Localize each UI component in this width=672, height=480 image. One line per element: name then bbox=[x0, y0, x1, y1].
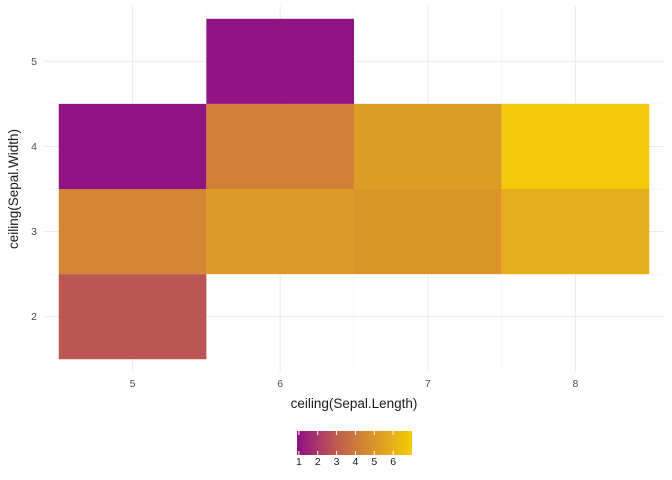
heatmap-cell bbox=[58, 189, 207, 275]
heatmap-cells bbox=[58, 18, 650, 360]
x-tick-label: 7 bbox=[425, 378, 431, 390]
legend-label: 5 bbox=[371, 456, 377, 468]
x-tick-label: 5 bbox=[130, 378, 136, 390]
heatmap-cell bbox=[206, 103, 354, 189]
heatmap-cell bbox=[206, 189, 354, 275]
legend-label: 1 bbox=[296, 456, 302, 468]
legend-label: 6 bbox=[390, 456, 396, 468]
x-tick-label: 8 bbox=[573, 378, 579, 390]
y-tick-label: 2 bbox=[31, 311, 37, 323]
legend-label: 3 bbox=[334, 456, 340, 468]
y-tick-label: 3 bbox=[31, 226, 37, 238]
heatmap-cell bbox=[501, 189, 650, 275]
y-tick-label: 4 bbox=[31, 141, 37, 153]
heatmap-cell bbox=[354, 103, 502, 189]
heatmap-cell bbox=[58, 274, 207, 360]
y-axis-ticks: 2 3 4 5 bbox=[31, 56, 37, 323]
legend-label: 4 bbox=[353, 456, 359, 468]
heatmap-cell bbox=[501, 103, 650, 189]
y-axis-title: ceiling(Sepal.Width) bbox=[6, 129, 21, 249]
heatmap-cell bbox=[206, 18, 354, 104]
x-tick-label: 6 bbox=[277, 378, 283, 390]
legend-label: 2 bbox=[315, 456, 321, 468]
heatmap-cell bbox=[58, 103, 207, 189]
heatmap-cell bbox=[354, 189, 502, 275]
x-axis-title: ceiling(Sepal.Length) bbox=[291, 396, 418, 411]
x-axis-ticks: 5 6 7 8 bbox=[130, 378, 579, 390]
y-tick-label: 5 bbox=[31, 56, 37, 68]
legend-colorbar bbox=[297, 431, 412, 455]
